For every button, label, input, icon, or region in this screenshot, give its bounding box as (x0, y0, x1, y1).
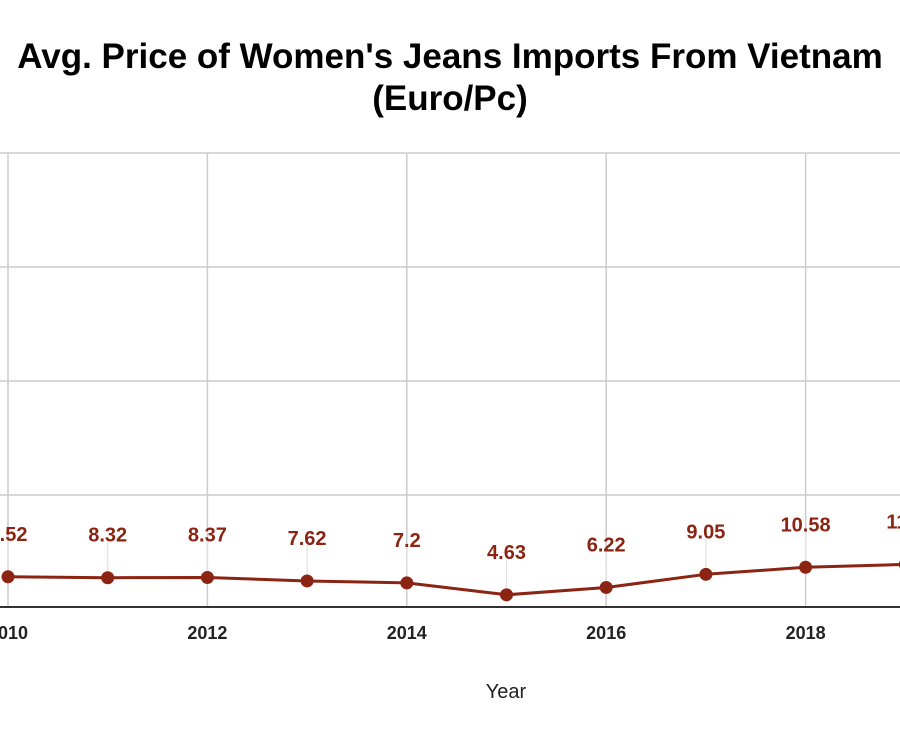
data-point-2016 (599, 580, 613, 594)
chart-title: Avg. Price of Women's Jeans Imports From… (17, 37, 882, 76)
data-label-2010: 8.52 (0, 524, 27, 546)
data-label-2017: 9.05 (686, 521, 725, 543)
data-label-2019: 11.2 (886, 511, 900, 533)
data-point-2010 (1, 570, 15, 584)
data-label-2018: 10.58 (781, 514, 831, 536)
data-point-2015 (500, 588, 513, 602)
data-label-2011: 8.32 (88, 525, 127, 547)
x-tick-label-2012: 2012 (187, 623, 227, 643)
x-tick-label-2016: 2016 (586, 623, 626, 643)
series-path (7, 563, 900, 597)
data-labels: 8.52 8.32 8.37 7.62 7.2 4.63 6.22 9.05 10.58 11.2 (0, 511, 900, 563)
x-tick-label-2018: 2018 (786, 623, 826, 643)
data-label-2016: 6.22 (587, 534, 626, 556)
data-label-2013: 7.62 (288, 528, 327, 550)
data-point-2013 (300, 574, 314, 588)
data-point-2017 (699, 567, 713, 581)
data-label-2015: 4.63 (487, 542, 526, 564)
x-axis-title: Year (486, 681, 527, 703)
gridlines (0, 152, 900, 607)
data-point-2014 (400, 576, 414, 590)
x-tick-labels: 2010 2012 2014 2016 2018 (0, 623, 826, 643)
x-tick-label-2010: 2010 (0, 623, 28, 643)
x-tick-label-2014: 2014 (387, 623, 427, 643)
data-point-2012 (200, 570, 214, 584)
data-point-2018 (799, 560, 813, 574)
data-label-2012: 8.37 (188, 524, 227, 546)
data-label-2014: 7.2 (393, 530, 421, 552)
data-point-2011 (101, 571, 115, 585)
chart-subtitle: (Euro/Pc) (372, 79, 528, 118)
series-line (1, 531, 900, 602)
